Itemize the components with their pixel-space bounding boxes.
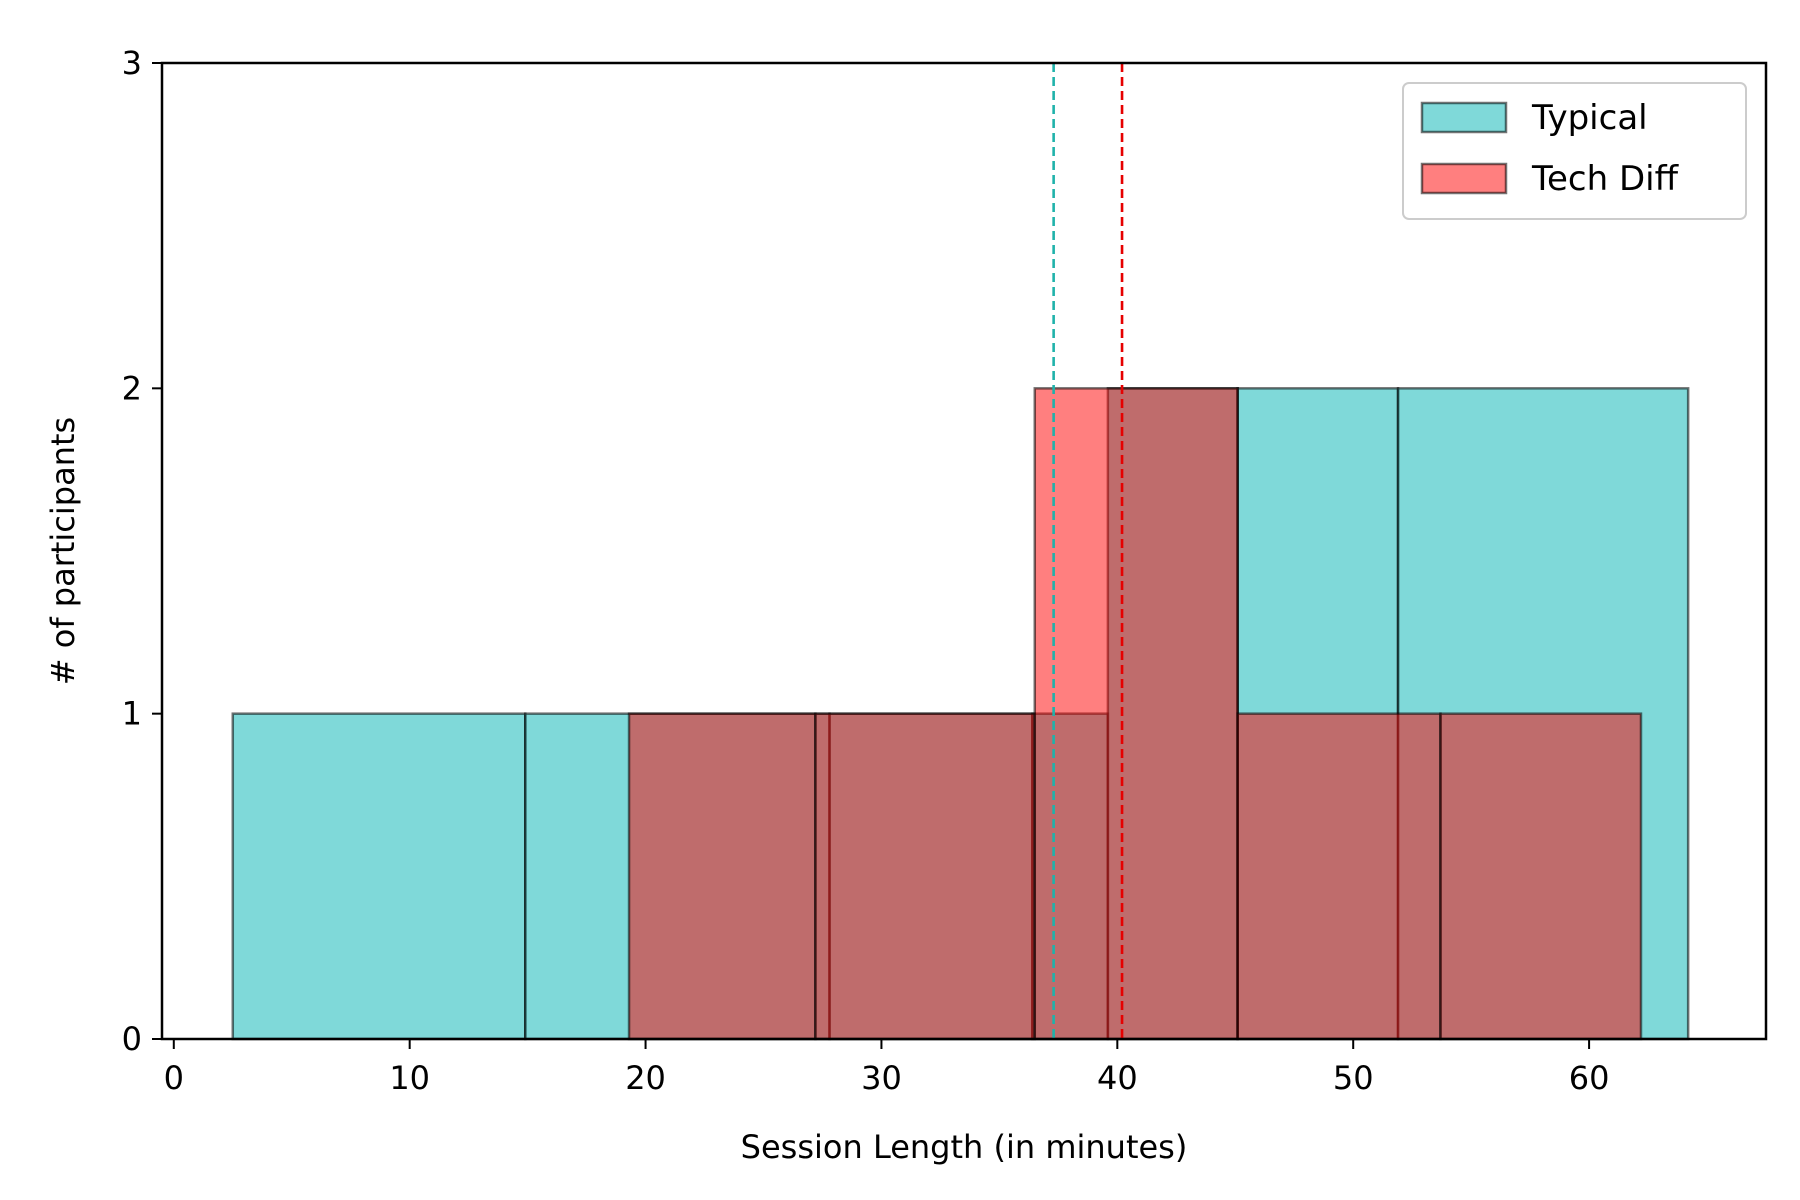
mean-lines: [1052, 63, 1124, 1039]
y-tick-label: 1: [122, 695, 142, 733]
y-axis-ticks: 0 1 2 3: [122, 44, 162, 1058]
x-tick-label: 30: [861, 1059, 902, 1097]
legend-swatch-typical: [1420, 101, 1508, 134]
y-axis-label: # of participants: [44, 417, 82, 685]
legend: Typical Tech Diff: [1402, 82, 1747, 220]
x-tick-label: 40: [1097, 1059, 1138, 1097]
bar-tech-diff: [1439, 712, 1643, 1041]
legend-swatch-tech-diff: [1420, 162, 1508, 195]
x-axis-label: Session Length (in minutes): [741, 1128, 1188, 1166]
legend-label-typical: Typical: [1531, 98, 1648, 138]
legend-label-tech-diff: Tech Diff: [1531, 159, 1680, 199]
plot-frame: [160, 61, 1768, 1041]
bar-tech-diff: [627, 712, 817, 1041]
x-tick-label: 0: [164, 1059, 184, 1097]
y-tick-label: 3: [122, 44, 142, 82]
histogram-bars: [231, 387, 1690, 1041]
bar-tech-diff: [1236, 712, 1442, 1041]
x-tick-label: 60: [1569, 1059, 1610, 1097]
x-axis-ticks: 0 10 20 30 40 50 60: [164, 1039, 1610, 1097]
y-tick-label: 0: [122, 1020, 142, 1058]
y-tick-label: 2: [122, 369, 142, 407]
x-tick-label: 50: [1333, 1059, 1374, 1097]
bar-typical: [231, 712, 527, 1041]
bar-tech-diff: [814, 712, 1037, 1041]
x-tick-label: 10: [389, 1059, 430, 1097]
bar-tech-diff: [1033, 387, 1239, 1041]
x-tick-label: 20: [625, 1059, 666, 1097]
